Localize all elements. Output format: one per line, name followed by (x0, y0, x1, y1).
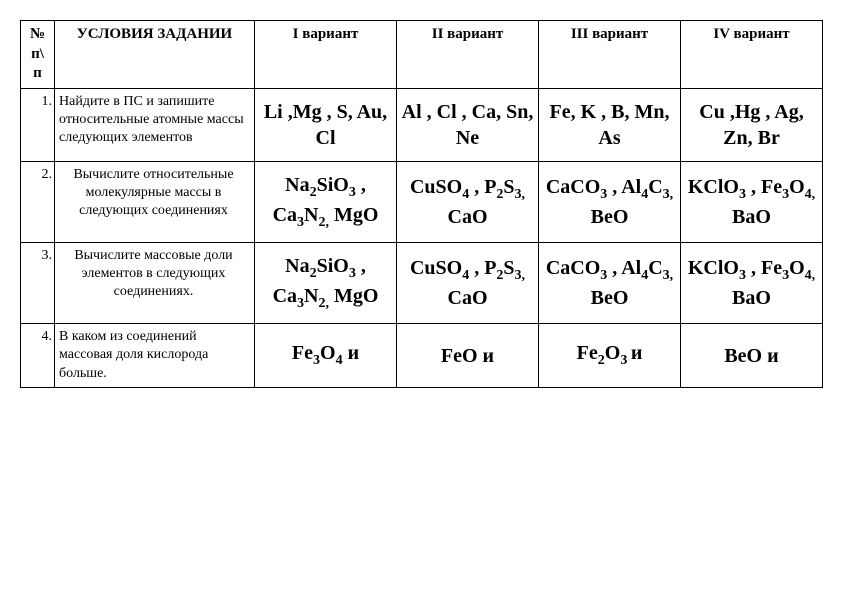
variant-cell: Fe, K , B, Mn, As (539, 88, 681, 161)
task-text: Найдите в ПС и запишите относительные ат… (55, 88, 255, 161)
row-number: 1. (21, 88, 55, 161)
variant-cell: CaCO3 , Al4C3, BeO (539, 161, 681, 242)
row-number: 3. (21, 242, 55, 323)
variant-cell: Na2SiO3 , Ca3N2, MgO (255, 242, 397, 323)
task-text: В каком из соединений массовая доля кисл… (55, 324, 255, 388)
header-row: № п\ п УСЛОВИЯ ЗАДАНИИ I вариант II вари… (21, 21, 823, 89)
variant-cell: Li ,Mg , S, Au, Cl (255, 88, 397, 161)
variant-cell: Al , Cl , Ca, Sn, Ne (397, 88, 539, 161)
variant-cell: Fe3O4 и (255, 324, 397, 388)
table-body: 1.Найдите в ПС и запишите относительные … (21, 88, 823, 387)
row-number: 4. (21, 324, 55, 388)
variant-cell: Cu ,Hg , Ag, Zn, Br (681, 88, 823, 161)
header-num: № п\ п (21, 21, 55, 89)
header-v1: I вариант (255, 21, 397, 89)
table-row: 2.Вычислите относительные молекулярные м… (21, 161, 823, 242)
header-task: УСЛОВИЯ ЗАДАНИИ (55, 21, 255, 89)
table-row: 1.Найдите в ПС и запишите относительные … (21, 88, 823, 161)
variant-cell: BeO и (681, 324, 823, 388)
variant-cell: KClO3 , Fe3O4, BaO (681, 161, 823, 242)
header-v2: II вариант (397, 21, 539, 89)
table-row: 3.Вычислите массовые доли элементов в сл… (21, 242, 823, 323)
variant-cell: Na2SiO3 , Ca3N2, MgO (255, 161, 397, 242)
variant-cell: CuSO4 , P2S3, CaO (397, 161, 539, 242)
variant-cell: CuSO4 , P2S3, CaO (397, 242, 539, 323)
variant-cell: CaCO3 , Al4C3, BeO (539, 242, 681, 323)
header-v4: IV вариант (681, 21, 823, 89)
variant-cell: Fe2O3 и (539, 324, 681, 388)
worksheet-table: № п\ п УСЛОВИЯ ЗАДАНИИ I вариант II вари… (20, 20, 823, 388)
row-number: 2. (21, 161, 55, 242)
header-v3: III вариант (539, 21, 681, 89)
variant-cell: FeO и (397, 324, 539, 388)
task-text: Вычислите массовые доли элементов в след… (55, 242, 255, 323)
table-row: 4.В каком из соединений массовая доля ки… (21, 324, 823, 388)
variant-cell: KClO3 , Fe3O4, BaO (681, 242, 823, 323)
task-text: Вычислите относительные молекулярные мас… (55, 161, 255, 242)
